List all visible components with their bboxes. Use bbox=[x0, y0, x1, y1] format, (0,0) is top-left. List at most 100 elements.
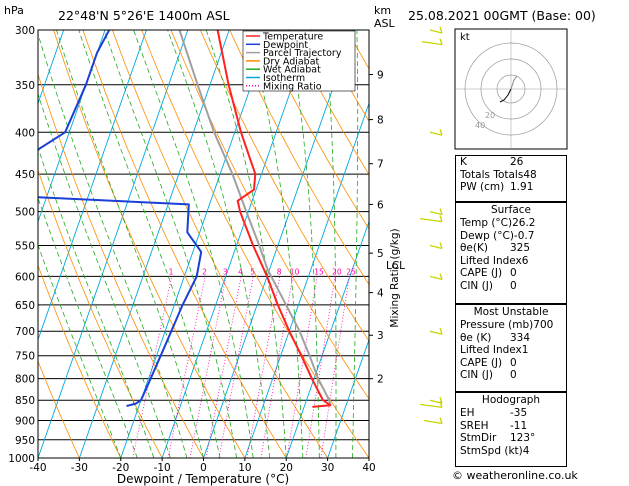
mixing-ratio-line bbox=[167, 276, 206, 458]
mixing-ratio-line bbox=[305, 276, 336, 458]
wind-barb bbox=[439, 215, 443, 222]
temperature-curve bbox=[216, 30, 332, 408]
km-tick-label: 2 bbox=[377, 374, 384, 386]
wind-barb bbox=[429, 244, 443, 250]
stat-value: 1 bbox=[521, 344, 529, 356]
km-tick-label: 8 bbox=[377, 115, 384, 127]
wind-barb bbox=[429, 275, 443, 281]
stat-value: 700 bbox=[533, 319, 554, 331]
x-tick-label: -10 bbox=[154, 462, 171, 474]
pressure-tick-label: 900 bbox=[15, 416, 35, 428]
stat-label: EH bbox=[460, 407, 475, 419]
wind-barb bbox=[419, 403, 443, 409]
km-tick-label: 6 bbox=[377, 199, 384, 211]
stat-row: SREH -11 bbox=[456, 420, 566, 433]
wet-adiabat bbox=[167, 30, 271, 458]
dry-adiabat bbox=[258, 30, 369, 230]
stat-value: 48 bbox=[523, 168, 537, 181]
stat-row: Totals Totals 48 bbox=[456, 169, 566, 182]
isotherm bbox=[244, 101, 369, 458]
stat-label: SREH bbox=[460, 419, 489, 432]
mixing-ratio-line bbox=[205, 276, 242, 458]
isotherm bbox=[38, 30, 65, 105]
datetime-title: 25.08.2021 00GMT (Base: 00) bbox=[408, 8, 596, 23]
legend-label: Temperature bbox=[262, 32, 323, 43]
mixing-ratio-value: 15 bbox=[314, 267, 324, 276]
wind-barb bbox=[439, 273, 443, 280]
wind-barb bbox=[429, 330, 443, 335]
x-axis-label: Dewpoint / Temperature (°C) bbox=[117, 472, 289, 486]
pressure-tick-label: 750 bbox=[15, 351, 35, 363]
stat-label: Lifted Index bbox=[460, 344, 522, 356]
legend-label: Parcel Trajectory bbox=[263, 48, 342, 59]
most-unstable-box: Most Unstable Pressure (mb) 700 θe (K) 334 L… bbox=[455, 304, 567, 392]
stat-row: CIN (J) 0 bbox=[456, 280, 566, 293]
stat-value: 4 bbox=[522, 444, 530, 457]
wet-adiabat bbox=[38, 196, 138, 458]
indices-box: K 26 Totals Totals 48 PW (cm) 1.91 bbox=[455, 155, 567, 202]
wet-adiabat bbox=[352, 30, 359, 458]
x-tick-label: -20 bbox=[112, 462, 129, 474]
isotherm bbox=[38, 30, 189, 458]
pressure-tick-label: 850 bbox=[15, 395, 35, 407]
hodograph-trace bbox=[499, 88, 512, 103]
stat-value: 26.2 bbox=[512, 217, 536, 229]
stat-value: 0 bbox=[510, 369, 517, 381]
dry-adiabat bbox=[288, 30, 369, 176]
dry-adiabat bbox=[200, 30, 369, 342]
stat-label: θe(K) bbox=[460, 242, 488, 254]
mixing-ratio-value: 3 bbox=[223, 267, 228, 276]
mixing-ratio-value: 8 bbox=[277, 267, 282, 276]
stat-value: 26 bbox=[510, 156, 524, 168]
isotherm bbox=[285, 220, 369, 458]
mixing-ratio-value: 10 bbox=[290, 267, 300, 276]
wet-adiabat bbox=[205, 30, 287, 458]
stat-value: 334 bbox=[510, 331, 531, 344]
stat-label: PW (cm) bbox=[460, 181, 505, 193]
wind-barb bbox=[439, 417, 443, 424]
wind-barb bbox=[439, 401, 443, 408]
mixing-ratio-value: 2 bbox=[202, 267, 207, 276]
pressure-tick-label: 950 bbox=[15, 435, 35, 447]
stat-value: 6 bbox=[521, 254, 529, 267]
stat-row: StmSpd (kt) 4 bbox=[456, 445, 566, 458]
wet-adiabat bbox=[56, 30, 204, 458]
hodograph-ring-label: 40 bbox=[475, 121, 485, 130]
stat-row: Pressure (mb) 700 bbox=[456, 319, 566, 332]
x-tick-label: 20 bbox=[280, 462, 293, 474]
wet-adiabat bbox=[247, 30, 304, 458]
legend-label: Isotherm bbox=[263, 73, 305, 84]
km-tick-label: 7 bbox=[377, 159, 384, 171]
pressure-tick-label: 550 bbox=[15, 240, 35, 252]
pressure-tick-label: 1000 bbox=[8, 453, 35, 465]
mixing-ratio-value: 5 bbox=[250, 267, 255, 276]
wet-adiabat bbox=[368, 447, 369, 458]
km-tick-label: 4 bbox=[377, 288, 384, 300]
wind-barb bbox=[439, 129, 443, 136]
wind-barb bbox=[439, 208, 443, 215]
stat-value: -0.7 bbox=[513, 229, 535, 242]
wind-barb bbox=[439, 328, 443, 335]
stat-label: CAPE (J) bbox=[460, 267, 503, 279]
mixing-ratio-value: 25 bbox=[346, 267, 356, 276]
dry-adiabat bbox=[170, 30, 369, 400]
pressure-tick-label: 600 bbox=[15, 271, 35, 283]
pressure-tick-label: 650 bbox=[15, 300, 35, 312]
wind-barb bbox=[439, 26, 443, 34]
stat-row: CAPE (J) 0 bbox=[456, 267, 566, 280]
pressure-tick-label: 500 bbox=[15, 207, 35, 219]
isotherm bbox=[38, 30, 147, 342]
stat-row: CIN (J) 0 bbox=[456, 369, 566, 382]
stat-row: Lifted Index 1 bbox=[456, 344, 566, 357]
stat-label: Lifted Index bbox=[460, 254, 522, 267]
stat-row: K 26 bbox=[456, 156, 566, 169]
mixing-ratio-value: 1 bbox=[169, 267, 174, 276]
asl-label: ASL bbox=[374, 17, 396, 30]
wet-adiabat bbox=[38, 32, 188, 458]
pressure-tick-label: 800 bbox=[15, 374, 35, 386]
wet-adiabat bbox=[287, 30, 320, 458]
stat-value: -11 bbox=[510, 419, 528, 432]
wind-barb bbox=[439, 242, 443, 249]
wind-barb bbox=[429, 29, 443, 34]
stat-label: Totals Totals bbox=[460, 168, 524, 181]
